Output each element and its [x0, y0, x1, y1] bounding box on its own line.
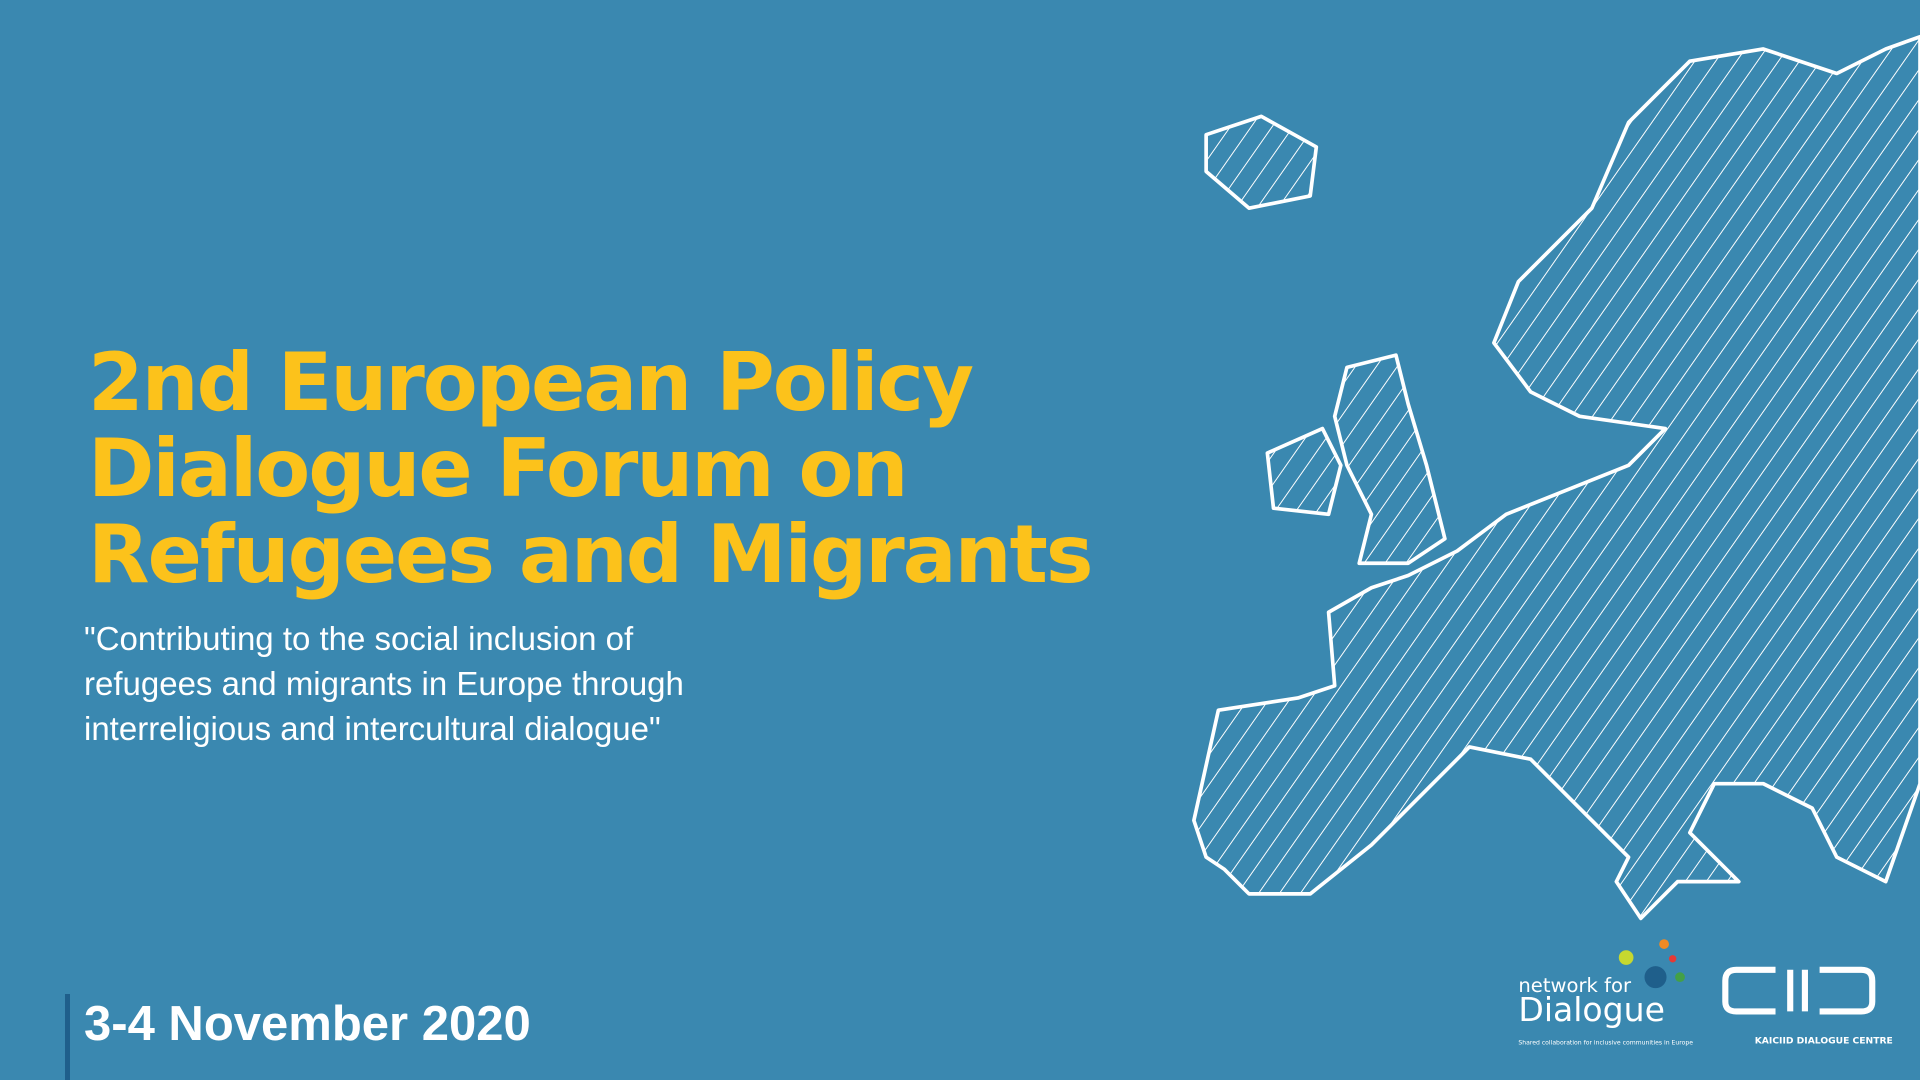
- title-line: Dialogue Forum on: [88, 422, 906, 515]
- subtitle-line: refugees and migrants in Europe through: [84, 665, 684, 702]
- title-line: 2nd European Policy: [88, 336, 973, 429]
- mainland: [1192, 34, 1920, 921]
- britain: [1332, 353, 1447, 566]
- network-logo: network for Dialogue Shared collaboratio…: [1518, 939, 1693, 1046]
- kaiciid-caption: KAICIID DIALOGUE CENTRE: [1755, 1035, 1893, 1046]
- iceland: [1204, 114, 1319, 211]
- network-line2: Dialogue: [1518, 990, 1665, 1029]
- date: 3-4 November 2020: [84, 997, 531, 1051]
- subtitle-line: interreligious and intercultural dialogu…: [84, 710, 661, 747]
- ireland: [1265, 426, 1343, 517]
- network-line1: network for: [1518, 974, 1632, 997]
- date-bar: [65, 994, 70, 1080]
- europe-map: network for Dialogue Shared collaboratio…: [1192, 34, 1920, 1046]
- kaiciid-logo: KAICIID DIALOGUE CENTRE: [1722, 966, 1893, 1046]
- network-tagline: Shared collaboration for inclusive commu…: [1518, 1039, 1693, 1046]
- subtitle-line: "Contributing to the social inclusion of: [84, 620, 634, 657]
- title-line: Refugees and Migrants: [88, 508, 1091, 601]
